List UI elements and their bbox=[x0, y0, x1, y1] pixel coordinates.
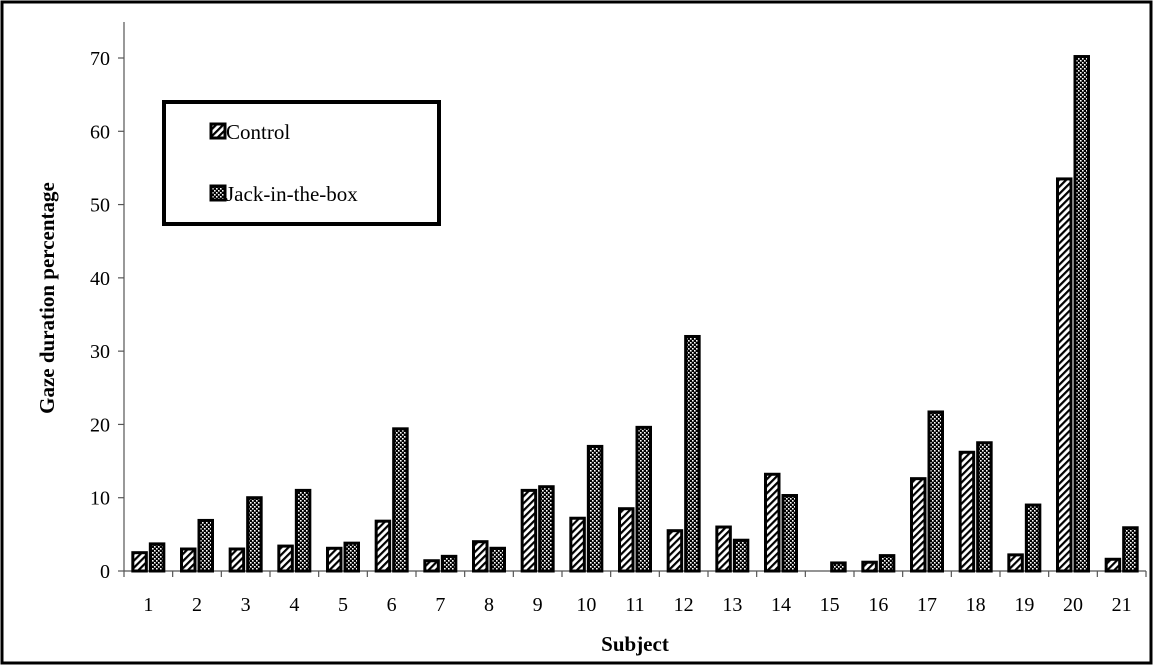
bar-control-subject-9 bbox=[520, 488, 538, 573]
bar-series bbox=[131, 55, 1139, 573]
bar-jack-in-the-box-subject-11 bbox=[635, 425, 652, 573]
x-tick-label: 21 bbox=[1112, 594, 1132, 616]
bar-jack-in-the-box-subject-3 bbox=[246, 496, 263, 573]
y-tick-label: 60 bbox=[90, 121, 110, 143]
bar-control-subject-18 bbox=[958, 450, 976, 573]
bar-control-subject-2 bbox=[180, 547, 197, 573]
bar-jack-in-the-box-subject-8 bbox=[489, 546, 506, 573]
x-tick-label: 5 bbox=[338, 594, 348, 616]
bar-control-subject-13 bbox=[715, 525, 732, 573]
bar-control-subject-4 bbox=[277, 544, 294, 573]
y-tick-label: 10 bbox=[90, 488, 110, 510]
bar-jack-in-the-box-subject-9 bbox=[538, 485, 555, 573]
y-axis-ticks: 0 10 20 30 40 50 60 70 bbox=[90, 48, 124, 583]
legend-label-control: Control bbox=[226, 120, 290, 144]
x-tick-label: 15 bbox=[820, 594, 840, 616]
x-tick-label: 9 bbox=[533, 594, 543, 616]
y-axis-title: Gaze duration percentage bbox=[35, 182, 59, 414]
bar-control-subject-12 bbox=[666, 529, 684, 573]
bar-jack-in-the-box-subject-16 bbox=[878, 554, 896, 573]
x-tick-label: 19 bbox=[1014, 594, 1034, 616]
x-tick-label: 4 bbox=[289, 594, 299, 616]
y-tick-label: 50 bbox=[90, 195, 110, 217]
bar-jack-in-the-box-subject-5 bbox=[343, 541, 360, 573]
x-tick-label: 17 bbox=[917, 594, 937, 616]
bar-control-subject-5 bbox=[326, 546, 343, 573]
x-tick-label: 20 bbox=[1063, 594, 1083, 616]
bar-control-subject-7 bbox=[423, 559, 440, 573]
x-tick-label: 1 bbox=[143, 594, 153, 616]
y-tick-label: 0 bbox=[100, 561, 110, 583]
x-tick-label: 10 bbox=[576, 594, 596, 616]
x-tick-label: 2 bbox=[192, 594, 202, 616]
bar-control-subject-11 bbox=[618, 507, 635, 573]
legend-box bbox=[162, 100, 441, 226]
legend-label-jack-in-the-box: Jack-in-the-box bbox=[226, 182, 358, 206]
bar-control-subject-19 bbox=[1007, 553, 1024, 573]
bar-jack-in-the-box-subject-20 bbox=[1073, 55, 1090, 573]
bar-jack-in-the-box-subject-17 bbox=[927, 410, 944, 573]
bar-jack-in-the-box-subject-13 bbox=[732, 538, 750, 573]
bar-control-subject-20 bbox=[1056, 177, 1073, 573]
x-tick-label: 16 bbox=[868, 594, 888, 616]
bar-jack-in-the-box-subject-15 bbox=[830, 561, 847, 573]
x-tick-label: 7 bbox=[435, 594, 445, 616]
x-tick-label: 18 bbox=[966, 594, 986, 616]
bar-control-subject-21 bbox=[1104, 557, 1122, 573]
bar-control-subject-8 bbox=[472, 540, 489, 573]
legend-swatch-control bbox=[209, 122, 227, 140]
x-axis-title: Subject bbox=[601, 632, 669, 656]
bar-control-subject-14 bbox=[764, 472, 781, 573]
bar-control-subject-16 bbox=[861, 560, 878, 573]
x-tick-label: 14 bbox=[771, 594, 791, 616]
y-tick-label: 70 bbox=[90, 48, 110, 70]
bar-jack-in-the-box-subject-12 bbox=[684, 334, 701, 573]
y-tick-label: 40 bbox=[90, 268, 110, 290]
y-tick-label: 30 bbox=[90, 341, 110, 363]
bar-jack-in-the-box-subject-10 bbox=[586, 444, 604, 573]
bar-control-subject-10 bbox=[569, 516, 586, 573]
y-tick-label: 20 bbox=[90, 414, 110, 436]
x-tick-label: 13 bbox=[722, 594, 742, 616]
x-tick-label: 3 bbox=[241, 594, 251, 616]
bar-control-subject-1 bbox=[131, 551, 148, 573]
x-tick-label: 6 bbox=[387, 594, 397, 616]
bar-jack-in-the-box-subject-2 bbox=[197, 518, 214, 573]
legend-swatch-jack-in-the-box bbox=[209, 184, 227, 202]
bar-jack-in-the-box-subject-4 bbox=[294, 488, 312, 573]
bar-control-subject-3 bbox=[228, 547, 246, 573]
x-tick-label: 11 bbox=[625, 594, 644, 616]
bar-jack-in-the-box-subject-1 bbox=[148, 542, 166, 573]
bar-control-subject-17 bbox=[910, 477, 927, 573]
bar-jack-in-the-box-subject-19 bbox=[1024, 503, 1042, 573]
x-tick-label: 12 bbox=[674, 594, 694, 616]
legend: Control Jack-in-the-box bbox=[162, 100, 441, 226]
x-axis-ticks: 1 2 3 4 5 6 7 8 9 10 11 12 13 14 15 16 17 18 19 20 21 bbox=[123, 571, 1147, 616]
bar-jack-in-the-box-subject-7 bbox=[440, 554, 458, 573]
bar-jack-in-the-box-subject-21 bbox=[1122, 526, 1139, 573]
bar-jack-in-the-box-subject-14 bbox=[781, 494, 798, 573]
x-tick-label: 8 bbox=[484, 594, 494, 616]
bar-control-subject-6 bbox=[374, 519, 392, 573]
bar-jack-in-the-box-subject-6 bbox=[392, 427, 409, 573]
bar-jack-in-the-box-subject-18 bbox=[976, 441, 993, 573]
